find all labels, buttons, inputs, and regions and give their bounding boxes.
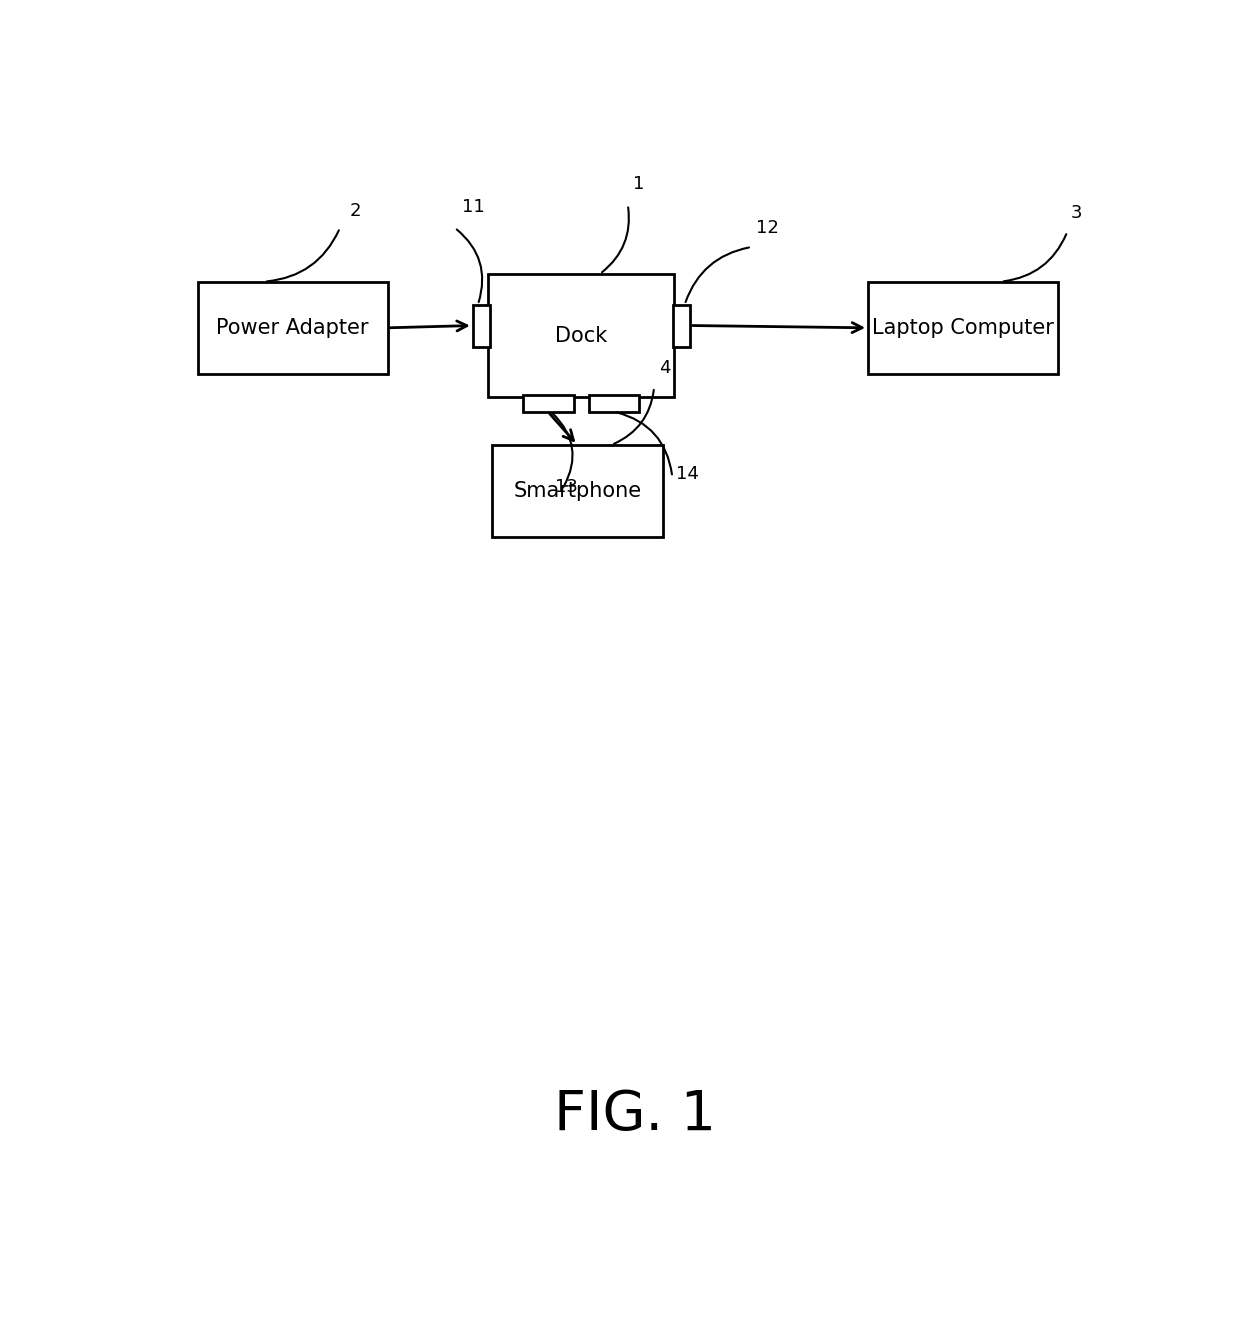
- Text: 11: 11: [463, 199, 485, 216]
- Text: 13: 13: [554, 479, 578, 496]
- Bar: [523, 395, 573, 412]
- Text: 12: 12: [755, 219, 779, 237]
- Bar: [672, 305, 689, 347]
- Text: Power Adapter: Power Adapter: [216, 317, 368, 337]
- Text: 14: 14: [676, 465, 699, 483]
- Bar: [489, 273, 675, 397]
- Bar: [868, 281, 1058, 375]
- Text: 4: 4: [660, 359, 671, 377]
- Text: Dock: Dock: [556, 325, 608, 345]
- Bar: [197, 281, 387, 375]
- Text: 3: 3: [1071, 204, 1083, 221]
- Text: Smartphone: Smartphone: [513, 481, 641, 501]
- Bar: [472, 305, 490, 347]
- Text: 2: 2: [350, 203, 361, 220]
- Text: 1: 1: [634, 175, 645, 193]
- Text: Laptop Computer: Laptop Computer: [872, 317, 1054, 337]
- Bar: [589, 395, 640, 412]
- Bar: [492, 445, 662, 537]
- Text: FIG. 1: FIG. 1: [554, 1088, 717, 1142]
